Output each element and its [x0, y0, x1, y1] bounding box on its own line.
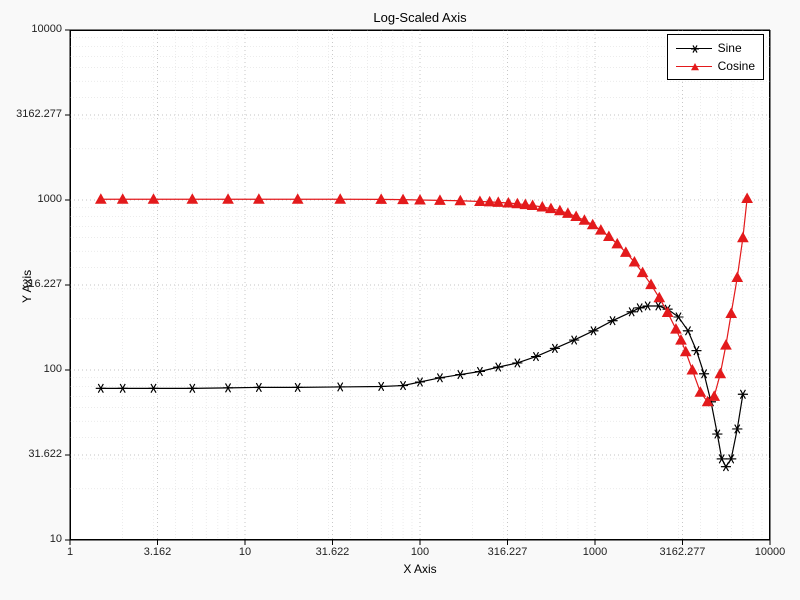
- series-line-cosine: [101, 199, 747, 402]
- figure: Log-Scaled Axis X Axis Y Axis SineCosine…: [0, 0, 800, 600]
- y-tick-label: 316.227: [22, 278, 62, 290]
- x-tick-label: 3162.277: [653, 546, 713, 558]
- x-tick-label: 10000: [740, 546, 800, 558]
- y-tick-label: 3162.277: [16, 108, 62, 120]
- y-tick-label: 10: [50, 533, 62, 545]
- legend: Sine Cosine: [667, 34, 764, 80]
- x-tick-label: 100: [390, 546, 450, 558]
- y-tick-label: 10000: [31, 23, 62, 35]
- y-tick-label: 31.622: [28, 448, 62, 460]
- x-tick-label: 1000: [565, 546, 625, 558]
- x-tick-label: 1: [40, 546, 100, 558]
- plot-svg: [0, 0, 800, 600]
- x-tick-label: 10: [215, 546, 275, 558]
- x-tick-label: 3.162: [127, 546, 187, 558]
- y-tick-label: 1000: [38, 193, 62, 205]
- legend-label: Cosine: [718, 59, 755, 73]
- legend-label: Sine: [718, 41, 742, 55]
- x-tick-label: 31.622: [302, 546, 362, 558]
- x-tick-label: 316.227: [477, 546, 537, 558]
- y-tick-label: 100: [44, 363, 62, 375]
- legend-item-cosine: Cosine: [676, 57, 755, 75]
- legend-item-sine: Sine: [676, 39, 755, 57]
